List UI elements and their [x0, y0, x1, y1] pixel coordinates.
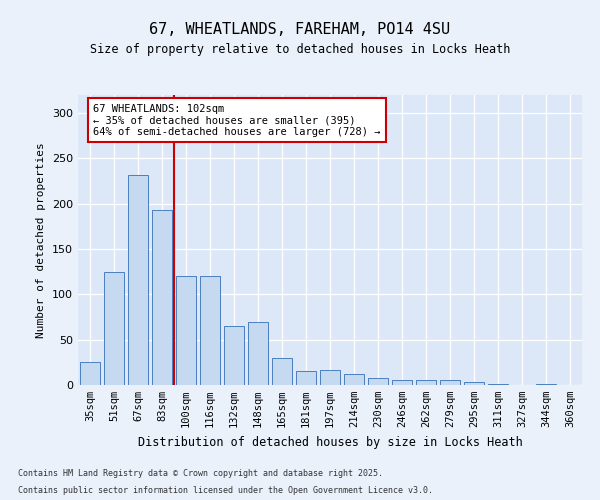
Bar: [368, 378, 388, 385]
Bar: [440, 380, 460, 385]
Bar: [536, 384, 556, 385]
Bar: [488, 384, 508, 385]
Text: Contains public sector information licensed under the Open Government Licence v3: Contains public sector information licen…: [18, 486, 433, 495]
Text: 67, WHEATLANDS, FAREHAM, PO14 4SU: 67, WHEATLANDS, FAREHAM, PO14 4SU: [149, 22, 451, 38]
Bar: [104, 272, 124, 385]
X-axis label: Distribution of detached houses by size in Locks Heath: Distribution of detached houses by size …: [137, 436, 523, 448]
Bar: [416, 380, 436, 385]
Bar: [248, 322, 268, 385]
Text: Contains HM Land Registry data © Crown copyright and database right 2025.: Contains HM Land Registry data © Crown c…: [18, 468, 383, 477]
Text: Size of property relative to detached houses in Locks Heath: Size of property relative to detached ho…: [90, 42, 510, 56]
Bar: [464, 382, 484, 385]
Bar: [320, 370, 340, 385]
Bar: [344, 374, 364, 385]
Bar: [200, 276, 220, 385]
Bar: [224, 326, 244, 385]
Bar: [272, 358, 292, 385]
Bar: [176, 276, 196, 385]
Bar: [128, 175, 148, 385]
Bar: [80, 362, 100, 385]
Bar: [296, 372, 316, 385]
Bar: [392, 380, 412, 385]
Y-axis label: Number of detached properties: Number of detached properties: [37, 142, 46, 338]
Bar: [152, 210, 172, 385]
Text: 67 WHEATLANDS: 102sqm
← 35% of detached houses are smaller (395)
64% of semi-det: 67 WHEATLANDS: 102sqm ← 35% of detached …: [93, 104, 380, 137]
